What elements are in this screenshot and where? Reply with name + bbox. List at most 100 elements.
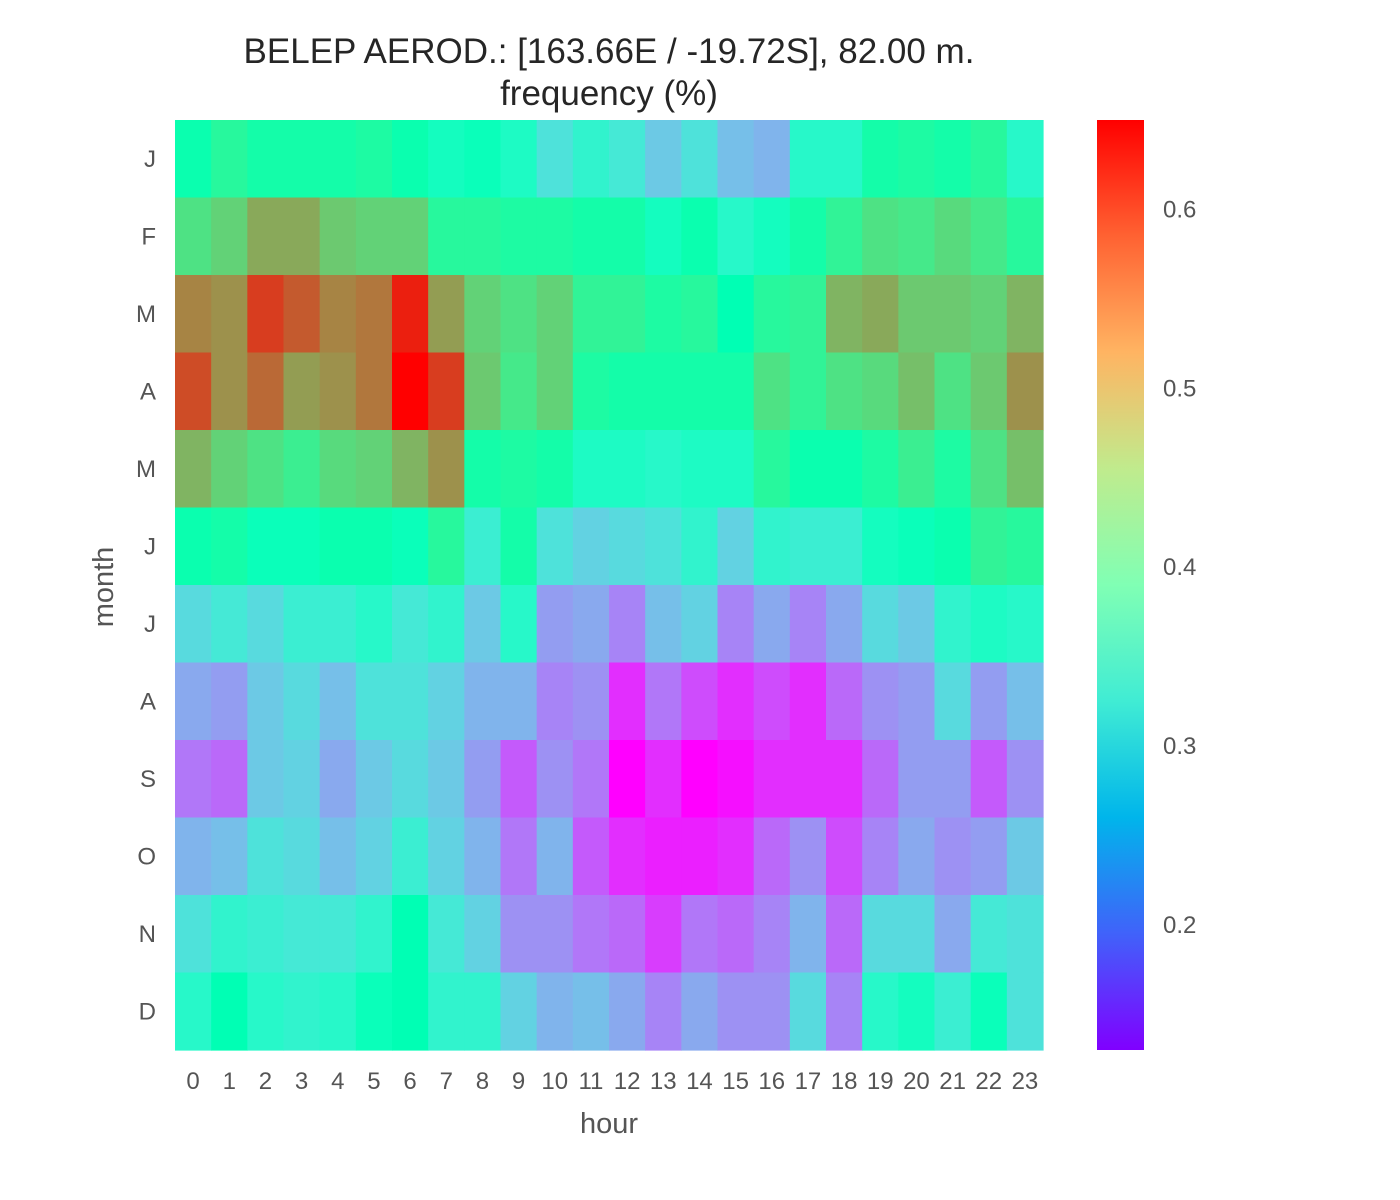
y-tick-label: N — [139, 921, 156, 948]
x-axis-label: hour — [580, 1108, 638, 1140]
heatmap-cell — [862, 197, 899, 276]
heatmap-cell — [1006, 507, 1044, 586]
heatmap-cell — [247, 120, 285, 199]
heatmap-cell — [1006, 197, 1044, 276]
heatmap-cell — [392, 740, 429, 819]
heatmap-cell — [609, 972, 646, 1051]
heatmap-cell — [392, 585, 429, 664]
heatmap-cell — [536, 120, 574, 199]
heatmap-cell — [464, 430, 502, 509]
heatmap-cell — [464, 275, 502, 354]
heatmap-cell — [572, 972, 610, 1051]
x-tick-label: 10 — [541, 1068, 568, 1095]
heatmap-cell — [862, 352, 899, 431]
heatmap-cell — [536, 585, 574, 664]
heatmap-cell — [717, 120, 755, 199]
heatmap-cell — [500, 817, 538, 896]
heatmap-cell — [826, 430, 863, 509]
x-tick-label: 20 — [903, 1068, 930, 1095]
heatmap-cell — [464, 585, 502, 664]
heatmap-cell — [175, 585, 212, 664]
heatmap-cell — [862, 430, 899, 509]
heatmap-cell — [175, 430, 212, 509]
heatmap-cell — [898, 120, 936, 199]
heatmap-cell — [428, 352, 465, 431]
heatmap-cell — [283, 740, 321, 819]
heatmap-cell — [681, 817, 719, 896]
colorbar — [1097, 120, 1144, 1050]
x-tick-label: 13 — [650, 1068, 677, 1095]
heatmap-cell — [789, 197, 827, 276]
heatmap-cell — [898, 817, 936, 896]
heatmap-cell — [717, 972, 755, 1051]
heatmap-cell — [247, 895, 285, 974]
heatmap-cells — [175, 120, 1044, 1051]
heatmap-cell — [717, 817, 755, 896]
heatmap-cell — [283, 197, 321, 276]
heatmap-cell — [645, 895, 682, 974]
heatmap-cell — [609, 817, 646, 896]
heatmap-cell — [211, 817, 248, 896]
heatmap-cell — [464, 972, 502, 1051]
heatmap-cell — [283, 895, 321, 974]
heatmap-cell — [645, 585, 682, 664]
heatmap-cell — [211, 972, 248, 1051]
heatmap-cell — [572, 430, 610, 509]
heatmap-cell — [355, 275, 393, 354]
heatmap-cell — [355, 817, 393, 896]
heatmap-cell — [645, 120, 682, 199]
heatmap-cell — [536, 740, 574, 819]
heatmap-cell — [717, 585, 755, 664]
heatmap-cell — [609, 895, 646, 974]
heatmap-cell — [572, 817, 610, 896]
heatmap-cell — [392, 507, 429, 586]
heatmap-cell — [970, 972, 1008, 1051]
y-tick-label: A — [140, 688, 156, 715]
y-tick-label: M — [136, 456, 156, 483]
heatmap-cell — [536, 430, 574, 509]
heatmap-cell — [753, 120, 791, 199]
heatmap-cell — [175, 662, 212, 741]
heatmap-cell — [898, 430, 936, 509]
heatmap-cell — [500, 662, 538, 741]
heatmap-cell — [392, 197, 429, 276]
heatmap-cell — [355, 740, 393, 819]
heatmap-cell — [1006, 430, 1044, 509]
heatmap-cell — [500, 275, 538, 354]
heatmap-cell — [500, 507, 538, 586]
heatmap-cell — [898, 740, 936, 819]
heatmap-cell — [753, 972, 791, 1051]
heatmap-cell — [753, 197, 791, 276]
heatmap-cell — [355, 507, 393, 586]
heatmap-cell — [681, 275, 719, 354]
x-tick-labels: 0 1 2 3 4 5 6 7 8 9 10 11 12 13 14 15 16 17 18 19 20 21 22 23 — [186, 1068, 1038, 1095]
heatmap-cell — [934, 275, 972, 354]
heatmap-cell — [572, 585, 610, 664]
heatmap-cell — [572, 120, 610, 199]
heatmap-cell — [862, 120, 899, 199]
heatmap-cell — [681, 585, 719, 664]
x-tick-label: 1 — [223, 1068, 236, 1095]
heatmap-cell — [862, 740, 899, 819]
heatmap-cell — [247, 430, 285, 509]
heatmap-cell — [609, 352, 646, 431]
heatmap-cell — [319, 507, 357, 586]
colorbar-tick-label: 0.6 — [1163, 196, 1196, 223]
heatmap-cell — [319, 972, 357, 1051]
heatmap-cell — [247, 972, 285, 1051]
heatmap-cell — [355, 197, 393, 276]
heatmap-cell — [175, 972, 212, 1051]
heatmap-cell — [247, 197, 285, 276]
heatmap-cell — [609, 507, 646, 586]
heatmap-cell — [645, 275, 682, 354]
heatmap-cell — [862, 895, 899, 974]
heatmap-cell — [355, 972, 393, 1051]
heatmap-cell — [464, 817, 502, 896]
heatmap-cell — [175, 197, 212, 276]
heatmap-cell — [392, 430, 429, 509]
heatmap-cell — [247, 817, 285, 896]
heatmap-cell — [681, 507, 719, 586]
heatmap-cell — [428, 507, 465, 586]
heatmap-cell — [247, 585, 285, 664]
